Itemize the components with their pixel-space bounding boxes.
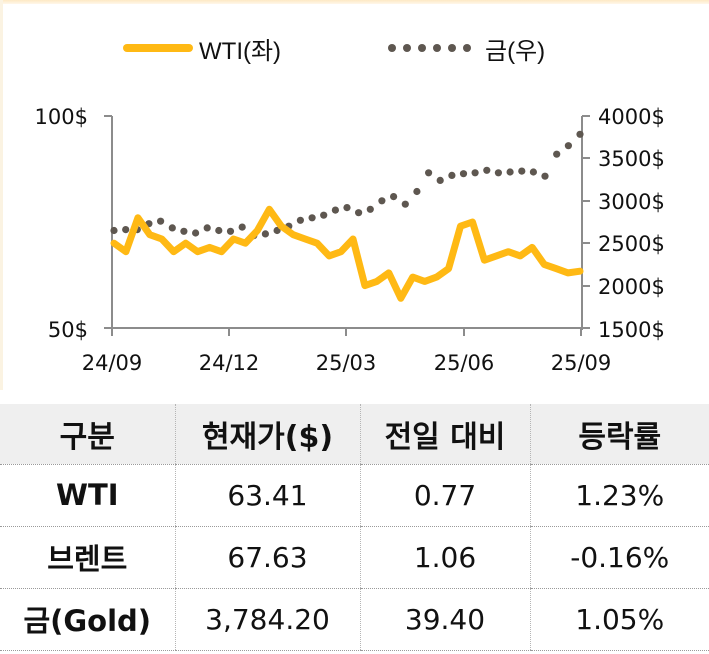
legend-item-gold: 금(우) [388,30,545,66]
row-price: 3,784.20 [174,588,360,651]
left-tick-50: 50$ [48,318,88,342]
legend-item-wti: WTI(좌) [123,30,281,66]
x-tick-2412: 24/12 [199,351,260,375]
row-change-rate: 1.05% [529,588,709,651]
x-tick-2506: 25/06 [434,351,495,375]
header-category: 구분 [0,404,175,465]
top-border [0,0,709,4]
price-table: 구분 현재가($) 전일 대비 등락률 WTI 63.41 0.77 1.23%… [0,404,709,651]
left-tick-100: 100$ [35,105,88,129]
left-border [0,0,3,390]
right-tick-3500: 3500$ [598,147,665,171]
x-tick-2409: 24/09 [82,351,143,375]
x-tick-2509: 25/09 [551,351,612,375]
row-change: 1.06 [359,526,530,589]
right-tick-2500: 2500$ [598,232,665,256]
header-change: 전일 대비 [359,404,530,465]
dotted-line-icon [388,44,471,52]
table-row-brent: 브렌트 67.63 1.06 -0.16% [0,526,709,589]
wti-series [110,205,584,302]
right-tick-4000: 4000$ [598,105,665,129]
plot-area: 100$ 50$ 4000$ 3500$ 3000$ 2500$ 2000$ 1… [35,105,665,375]
row-change: 39.40 [359,588,530,651]
row-name: WTI [0,464,175,527]
chart-legend: WTI(좌) 금(우) [0,30,709,66]
gold-series [110,130,584,240]
row-change: 0.77 [359,464,530,527]
right-tick-2000: 2000$ [598,275,665,299]
row-change-rate: -0.16% [529,526,709,589]
solid-line-icon [123,44,193,52]
legend-label-wti: WTI(좌) [199,37,282,65]
row-name: 브렌트 [0,526,175,589]
right-tick-1500: 1500$ [598,318,665,342]
row-price: 67.63 [174,526,360,589]
table-header-row: 구분 현재가($) 전일 대비 등락률 [0,404,709,465]
row-price: 63.41 [174,464,360,527]
table-row-wti: WTI 63.41 0.77 1.23% [0,464,709,527]
price-chart: WTI(좌) 금(우) 100$ 50$ 4000$ 3500 [0,30,709,376]
row-change-rate: 1.23% [529,464,709,527]
row-name: 금(Gold) [0,588,175,651]
right-tick-3000: 3000$ [598,190,665,214]
x-tick-2503: 25/03 [316,351,377,375]
header-price: 현재가($) [174,404,360,465]
table-row-gold: 금(Gold) 3,784.20 39.40 1.05% [0,588,709,651]
legend-label-gold: 금(우) [485,37,546,65]
header-change-rate: 등락률 [529,404,709,465]
